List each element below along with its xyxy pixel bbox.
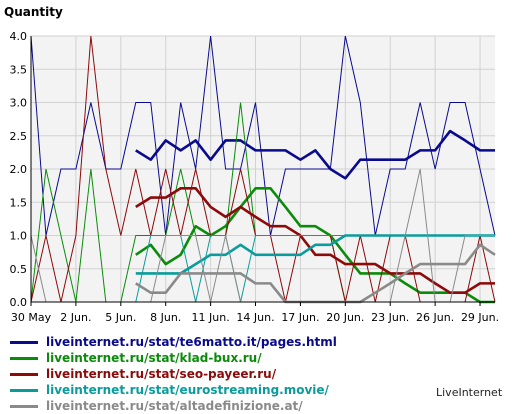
legend-entry: liveinternet.ru/stat/seo-payeer.ru/ bbox=[10, 366, 337, 382]
x-tick-label: 11 Jun. bbox=[192, 311, 230, 324]
x-tick-label: 17 Jun. bbox=[281, 311, 319, 324]
x-tick-label: 20 Jun. bbox=[326, 311, 364, 324]
legend-entry: liveinternet.ru/stat/klad-bux.ru/ bbox=[10, 350, 337, 366]
x-tick-label: 14 Jun. bbox=[236, 311, 274, 324]
x-tick-label: 29 Jun. bbox=[461, 311, 499, 324]
legend-swatch bbox=[10, 388, 38, 392]
y-tick-label: 3.5 bbox=[10, 63, 28, 76]
legend-label: liveinternet.ru/stat/seo-payeer.ru/ bbox=[46, 367, 277, 381]
y-axis-label: Quantity bbox=[4, 5, 63, 19]
legend-label: liveinternet.ru/stat/te6matto.it/pages.h… bbox=[46, 335, 337, 349]
x-tick-label: 30 May bbox=[11, 311, 52, 324]
legend-entry: liveinternet.ru/stat/eurostreaming.movie… bbox=[10, 382, 337, 398]
y-tick-label: 0.0 bbox=[10, 296, 28, 309]
legend-entry: liveinternet.ru/stat/te6matto.it/pages.h… bbox=[10, 334, 337, 350]
y-tick-label: 1.0 bbox=[10, 230, 28, 243]
y-tick-label: 0.5 bbox=[10, 263, 28, 276]
y-tick-label: 3.0 bbox=[10, 97, 28, 110]
axes: 0.0 0.5 1.0 1.5 2.0 2.5 3.0 3.5 4.0 30 May 2 Jun. 5… bbox=[10, 30, 500, 324]
y-tick-label: 2.0 bbox=[10, 163, 28, 176]
x-tick-label: 2 Jun. bbox=[60, 311, 91, 324]
legend: liveinternet.ru/stat/te6matto.it/pages.h… bbox=[10, 334, 337, 414]
y-tick-label: 2.5 bbox=[10, 130, 28, 143]
brand-label: LiveInternet bbox=[436, 386, 503, 399]
legend-swatch bbox=[10, 356, 38, 360]
x-tick-label: 8 Jun. bbox=[150, 311, 181, 324]
y-tick-label: 4.0 bbox=[10, 30, 28, 43]
x-tick-label: 23 Jun. bbox=[371, 311, 409, 324]
legend-label: liveinternet.ru/stat/eurostreaming.movie… bbox=[46, 383, 329, 397]
series-average-line-2 bbox=[135, 186, 495, 294]
legend-entry: liveinternet.ru/stat/altadefinizione.at/ bbox=[10, 398, 337, 414]
series-average-line-0 bbox=[135, 129, 495, 180]
chart: 0.0 0.5 1.0 1.5 2.0 2.5 3.0 3.5 4.0 30 May 2 Jun. 5… bbox=[4, 5, 500, 324]
legend-swatch bbox=[10, 340, 38, 344]
y-tick-label: 1.5 bbox=[10, 196, 28, 209]
series-daily-line-0 bbox=[30, 35, 496, 236]
x-tick-label: 5 Jun. bbox=[105, 311, 136, 324]
series-average-line-3 bbox=[135, 234, 495, 275]
legend-swatch bbox=[10, 372, 38, 376]
legend-label: liveinternet.ru/stat/altadefinizione.at/ bbox=[46, 399, 303, 413]
series-average-line-1 bbox=[135, 186, 495, 304]
legend-label: liveinternet.ru/stat/klad-bux.ru/ bbox=[46, 351, 262, 365]
x-tick-label: 26 Jun. bbox=[416, 311, 454, 324]
